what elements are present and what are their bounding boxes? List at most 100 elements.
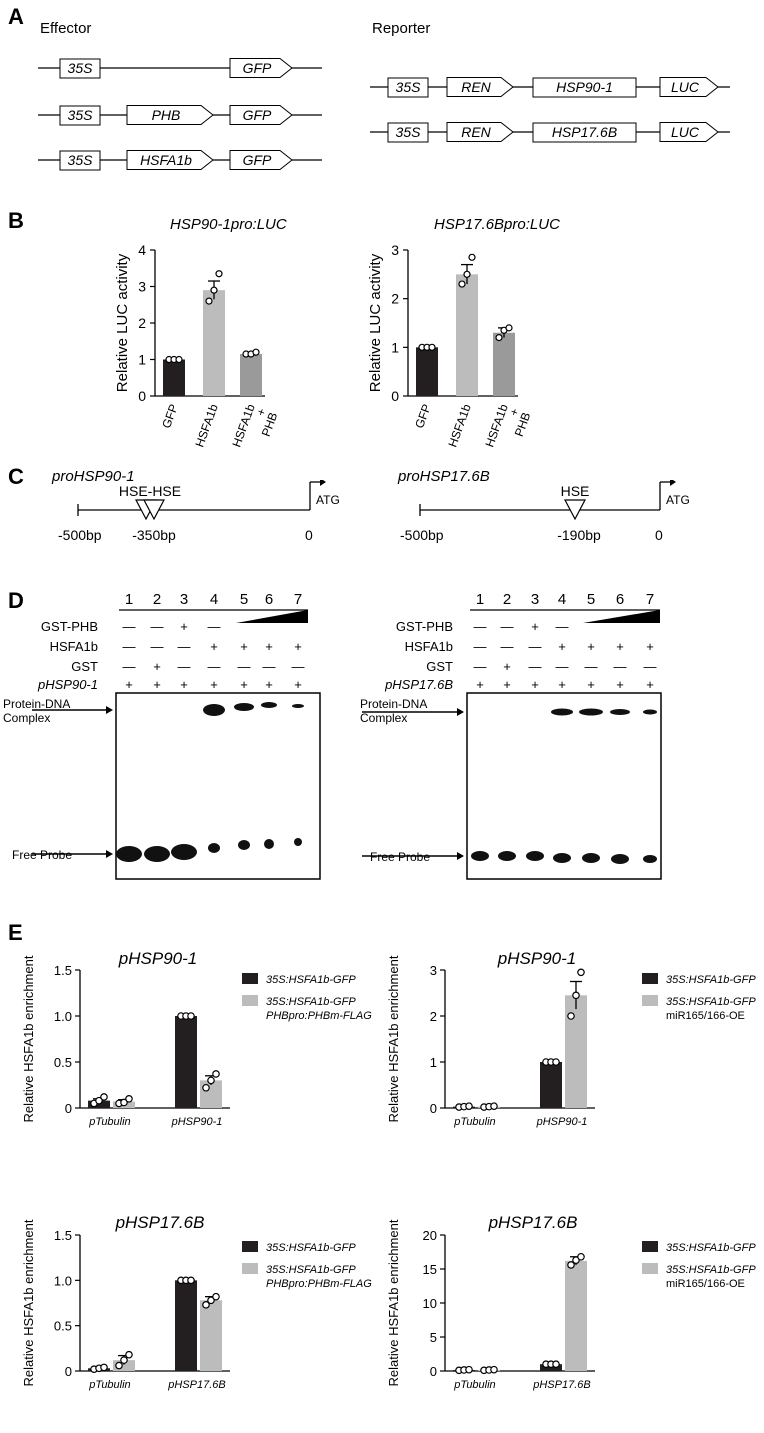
bar-0 [163,359,185,396]
gene-ren-arrow [446,77,514,97]
y-tick-label: 0 [65,1364,72,1379]
gel-right-complex-arrowhead [457,708,464,716]
data-point [458,280,466,288]
bar-1 [565,995,587,1108]
gel-left-sign: + [240,639,248,654]
gel-left-sign: + [240,677,248,692]
gene-ren-arrow [446,122,514,142]
x-tick-label-group: HSFA1b [192,402,221,449]
legend-label: 35S:HSFA1b-GFP [666,1264,756,1276]
gel-right-lane-number: 6 [616,591,624,608]
x-tick-label-group: GFP [412,402,434,430]
gene-luc-arrow [659,122,719,142]
chart-e-title: pHSP17.6B [115,1213,205,1232]
promoter-hsp176-hse-triangle [564,499,586,521]
gel-left-sign: — [208,619,221,634]
data-point [212,1070,220,1078]
gel-left-wedge [236,610,308,623]
y-axis-label: Relative LUC activity [367,253,384,392]
promoter-35s-label: 35S [68,107,94,123]
promoter-hsp90-start-label: -500bp [58,527,102,543]
gel-left-free-band [238,840,250,850]
gene-hsfa1b-arrow [126,150,214,170]
gel-right-sign: — [644,659,657,674]
panel-label-d: D [8,588,24,613]
gene-gfp-label: GFP [243,152,272,168]
gel-left-sign: — [238,659,251,674]
gel-left-row-label: pHSP90-1 [37,677,98,692]
x-tick-label-group: GFP [159,402,181,430]
complex-label: Complex [360,711,407,725]
gel-right-sign: — [556,659,569,674]
bar-1 [456,274,478,396]
legend-label: 35S:HSFA1b-GFP [266,1264,356,1276]
gene-ren-label: REN [461,79,491,95]
gel-left-row-label: HSFA1b [50,639,98,654]
gel-right-complex-band [579,708,603,716]
gene-gfp-label: GFP [243,60,272,76]
gel-left-sign: + [265,639,273,654]
gel-left-sign: — [292,659,305,674]
gene-gfp-arrow [229,58,293,78]
gel-left-complex-band [234,703,254,711]
legend-label: 35S:HSFA1b-GFP [666,1242,756,1254]
data-point [207,1296,215,1305]
gene-hsfa1b-label: HSFA1b [140,152,192,168]
panel-label-e: E [8,920,23,945]
gel-right-sign: + [587,677,595,692]
y-tick-label: 20 [423,1228,437,1243]
gene-gfp-arrow [229,105,293,125]
x-category-label: pTubulin [88,1379,130,1391]
gel-left-lane-number: 1 [125,591,133,608]
gel-left-complex-band [203,704,225,716]
promoter-35s-box [387,122,429,143]
gel-left-complex-band [292,704,304,708]
gel-right-sign: — [556,619,569,634]
data-point [577,1252,585,1261]
data-point [120,1098,128,1107]
gel-right-free-arrowhead [457,852,464,860]
promoter-right-title: proHSP17.6B [398,468,490,485]
gel-left-free-band [264,839,274,849]
gel-right-sign: — [474,659,487,674]
gel-right-sign: + [646,677,654,692]
gel-right-sign: + [558,677,566,692]
gel-right-complex-band [551,708,573,716]
x-tick-label: HSFA1b [482,402,511,449]
gel-right-lane-number: 1 [476,591,484,608]
data-point [205,297,213,305]
promoter-hsp-label: HSP90-1 [556,79,613,95]
promoter-diagrams: ATG -500bp 0 HSE-HSE -350bp ATG -500bp 0 HSE -190… [58,480,690,543]
promoter-hsp176-tss-head [670,480,676,486]
data-point [468,253,476,261]
gel-left-sign: — [123,639,136,654]
y-tick-label: 0 [391,388,399,404]
data-point [207,1076,215,1085]
legend-swatch [242,973,258,984]
y-tick-label: 0 [65,1101,72,1116]
gel-left-row-label: GST [71,659,98,674]
y-axis-label: Relative HSFA1b enrichment [21,1219,36,1386]
legend-swatch [642,1263,658,1274]
gel-right-sign: — [501,619,514,634]
data-point [125,1350,133,1359]
gel-right-sign: — [614,659,627,674]
data-point [175,355,183,364]
y-tick-label: 3 [391,242,399,258]
x-tick-label: + [254,406,270,417]
gel-right-sign: — [501,639,514,654]
x-tick-label: HSFA1b [192,402,221,449]
gel-right-sign: + [558,639,566,654]
x-tick-label-group: HSFA1b+PHB [482,402,533,449]
gel-right-sign: + [531,677,539,692]
data-point [572,991,580,1000]
data-point [215,270,223,278]
x-category-label: pHSP17.6B [167,1379,225,1391]
y-axis-label: Relative LUC activity [114,253,131,392]
gel-right-row-label: pHSP17.6B [384,677,453,692]
promoter-35s-box [59,150,101,171]
y-axis-label: Relative HSFA1b enrichment [386,1219,401,1386]
gene-phb-arrow [126,105,214,125]
gel-right-free-band [526,851,544,861]
